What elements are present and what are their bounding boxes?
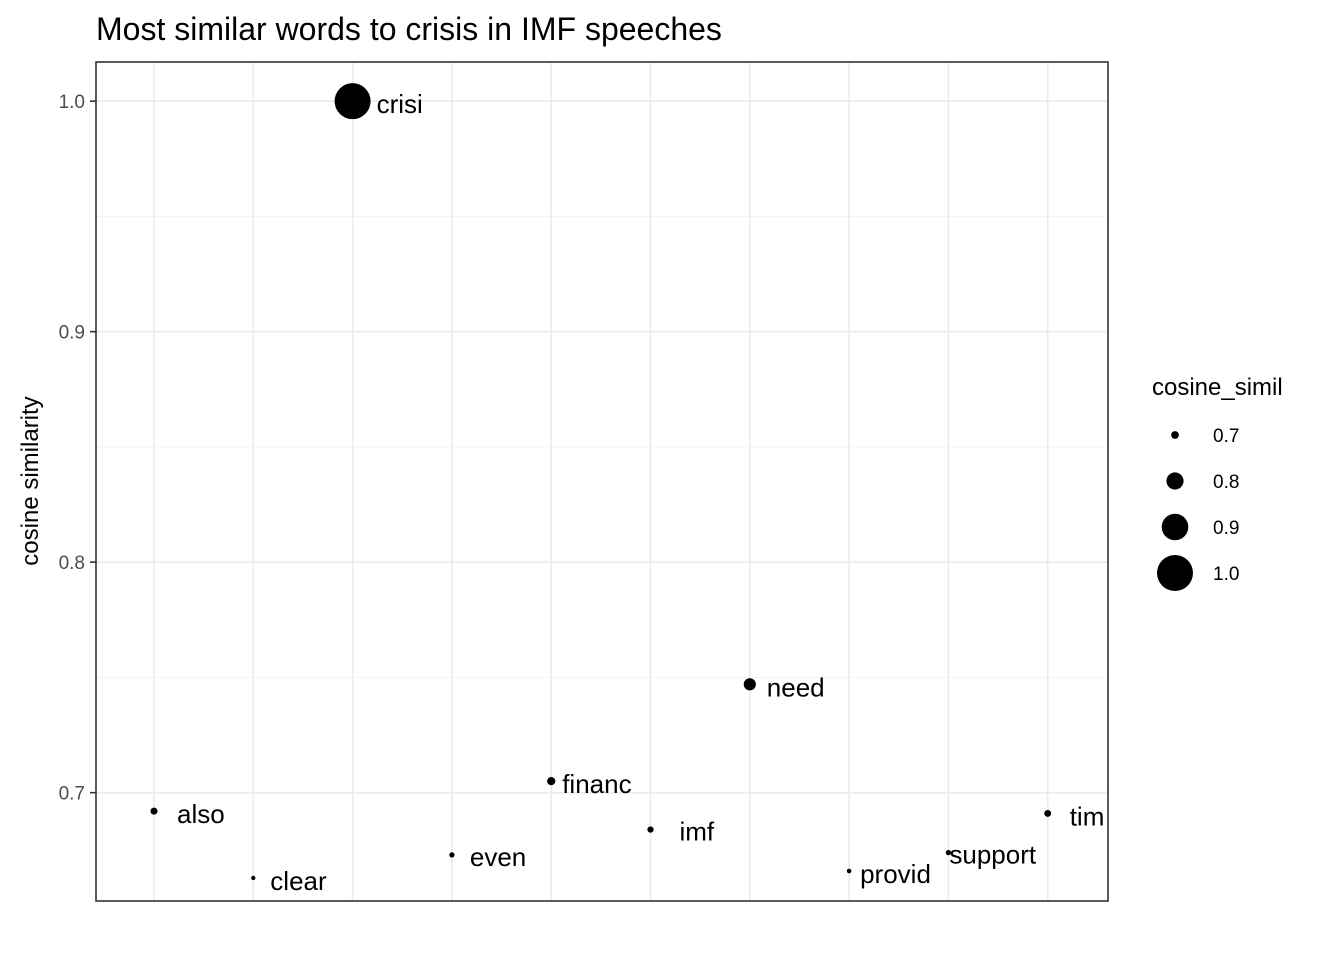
- size-legend: cosine_simil 0.7 0.8 0.9 1.0: [1152, 374, 1283, 591]
- legend-label-0.9: 0.9: [1213, 518, 1239, 539]
- legend-label-1.0: 1.0: [1213, 564, 1239, 585]
- point-imf: [647, 826, 654, 833]
- point-provid: [846, 868, 852, 874]
- point-also: [150, 807, 158, 815]
- legend-label-0.7: 0.7: [1213, 426, 1239, 447]
- data-points: also clear crisi even financ imf need provid sup…: [150, 83, 1104, 896]
- point-even: [449, 852, 455, 858]
- point-label-financ: financ: [562, 769, 631, 799]
- legend-key-0.8: [1166, 472, 1184, 490]
- plot-panel-background: [96, 62, 1108, 901]
- y-tick-label-2: 0.9: [59, 323, 85, 344]
- point-label-need: need: [767, 672, 825, 702]
- point-label-imf: imf: [680, 817, 715, 847]
- point-label-clear: clear: [270, 866, 327, 896]
- point-label-support: support: [949, 840, 1036, 870]
- point-label-even: even: [470, 842, 526, 872]
- point-clear: [251, 875, 256, 881]
- chart-title: Most similar words to crisis in IMF spee…: [96, 11, 722, 47]
- legend-key-0.7: [1171, 431, 1179, 439]
- point-support: [945, 849, 952, 856]
- y-tick-label-1: 0.8: [59, 553, 85, 574]
- point-label-tim: tim: [1070, 801, 1105, 831]
- y-tick-label-3: 1.0: [59, 92, 85, 113]
- legend-label-0.8: 0.8: [1213, 472, 1239, 493]
- point-label-also: also: [177, 799, 225, 829]
- y-axis-title: cosine similarity: [17, 396, 44, 565]
- legend-title: cosine_simil: [1152, 374, 1283, 401]
- point-crisi: [334, 83, 371, 120]
- plot-panel-border: [95, 61, 1109, 902]
- y-axis: 0.7 0.8 0.9 1.0: [59, 92, 96, 805]
- point-label-crisi: crisi: [377, 89, 423, 119]
- point-financ: [547, 777, 556, 786]
- legend-key-0.9: [1161, 513, 1189, 541]
- point-label-provid: provid: [860, 859, 931, 889]
- point-tim: [1044, 809, 1052, 817]
- point-need: [743, 678, 756, 691]
- y-tick-label-0: 0.7: [59, 784, 85, 805]
- legend-key-1.0: [1157, 555, 1193, 591]
- grid-lines: [96, 62, 1108, 901]
